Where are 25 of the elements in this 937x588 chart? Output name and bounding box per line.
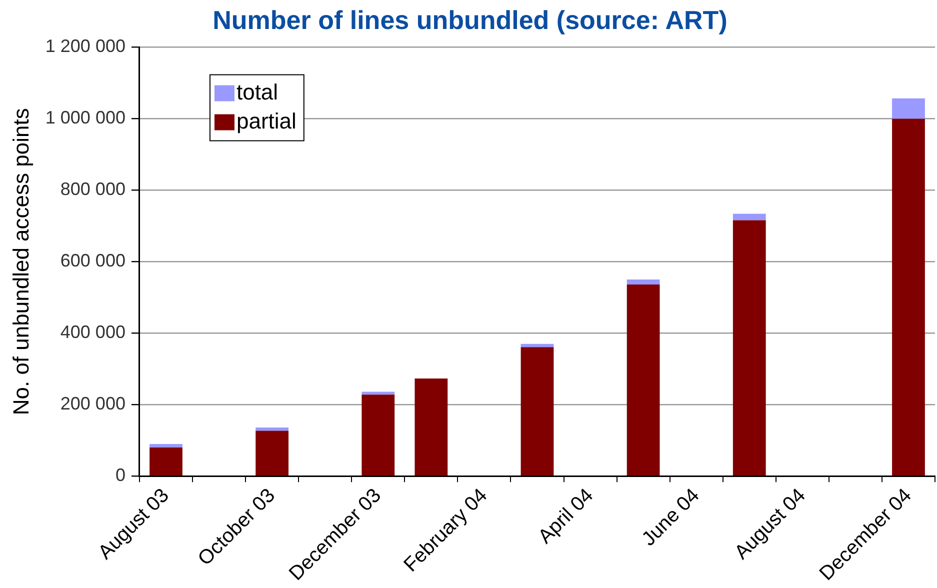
y-axis-title: No. of unbundled access points (8, 108, 34, 416)
legend-label: partial (236, 108, 296, 134)
bar (414, 378, 448, 476)
chart-title: Number of lines unbundled (source: ART) (212, 4, 728, 35)
bar (520, 347, 554, 476)
bar (362, 394, 395, 476)
y-tick-label: 600 000 (60, 250, 126, 271)
y-tick-label: 200 000 (60, 394, 126, 414)
y-tick-label: 1 000 000 (45, 108, 126, 128)
y-tick-label: 400 000 (60, 322, 126, 342)
y-tick-label: 0 (115, 465, 126, 486)
y-tick-label: 1 200 000 (45, 36, 126, 56)
bar (256, 428, 289, 431)
bar (256, 430, 289, 476)
bar (150, 444, 182, 448)
legend-label: total (236, 79, 278, 104)
bar (520, 344, 554, 348)
y-tick-label: 800 000 (60, 179, 126, 200)
bar (892, 118, 925, 476)
bar (892, 98, 925, 119)
bar (626, 280, 660, 285)
bar (150, 448, 182, 476)
bar (732, 214, 766, 220)
bar (626, 284, 660, 476)
bar (732, 220, 766, 476)
